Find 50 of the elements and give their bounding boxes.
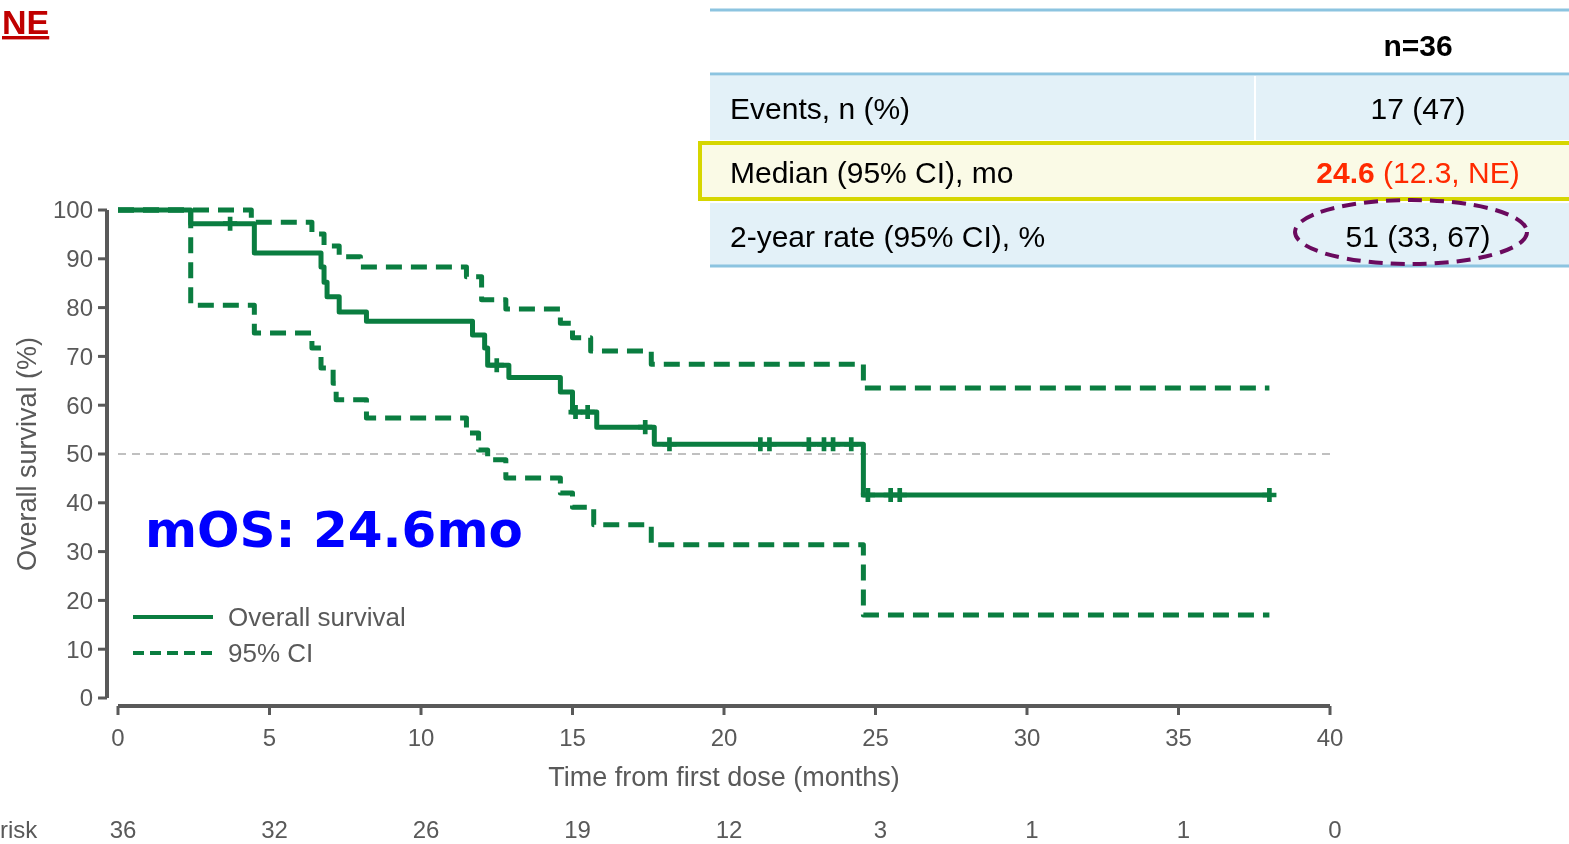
x-tick-label: 5 xyxy=(262,724,277,751)
text: 36 xyxy=(109,816,137,843)
x-tick-label: 0 xyxy=(111,724,125,751)
annotation: 2-year rate (95% CI), % xyxy=(730,220,1046,253)
y-tick-label: 40 xyxy=(66,489,93,517)
y-tick-label: 10 xyxy=(66,635,93,663)
annotation: mOS: 24.6mo xyxy=(145,501,523,559)
point xyxy=(1262,487,1277,503)
point xyxy=(762,437,777,452)
text: 19 xyxy=(564,816,591,843)
point xyxy=(580,405,595,420)
y-tick-label: 20 xyxy=(66,586,93,614)
summary-table: n=36 Events, n (%) 17 (47) Median (95% CI), mo 24.6 (12.3, NE) 2-year rate (95% CI), % 51 (33, 67) xyxy=(698,8,1569,268)
y-tick-label: 30 xyxy=(66,538,93,565)
x-tick-label: 20 xyxy=(710,724,738,751)
text: NE xyxy=(2,3,50,41)
point xyxy=(568,405,583,420)
text: 3 xyxy=(873,816,888,843)
text: 1 xyxy=(1025,816,1039,843)
text: 32 xyxy=(261,816,288,843)
x-axis-title: Time from first dose (months) xyxy=(548,762,900,792)
x-tick-label: 30 xyxy=(1013,724,1041,751)
text: 1 xyxy=(1176,816,1191,843)
y-tick-label: 50 xyxy=(66,440,93,468)
point xyxy=(826,437,841,452)
point xyxy=(489,358,504,373)
legend-label: Overall survival xyxy=(228,602,406,633)
y-axis-title: Overall survival (%) xyxy=(12,336,42,572)
y-tick-label: 90 xyxy=(66,245,93,273)
point xyxy=(223,216,238,231)
y-tick-label: 80 xyxy=(66,294,93,321)
point xyxy=(662,437,677,452)
x-tick-label: 15 xyxy=(559,724,586,751)
y-tick-label: 70 xyxy=(66,342,93,370)
text: 26 xyxy=(412,816,440,843)
legend-label: 95% CI xyxy=(228,638,314,669)
y-tick-label: 0 xyxy=(79,684,93,712)
x-tick-label: 35 xyxy=(1165,724,1192,751)
point xyxy=(844,437,859,452)
text: risk xyxy=(0,816,39,843)
y-tick-label: 60 xyxy=(66,391,93,419)
point xyxy=(638,420,653,435)
x-tick-label: 40 xyxy=(1316,724,1344,751)
text: 12 xyxy=(715,816,743,843)
y-tick-label: 100 xyxy=(52,196,93,224)
text: 0 xyxy=(1328,816,1342,843)
x-tick-label: 10 xyxy=(407,724,435,751)
point xyxy=(801,437,816,452)
x-tick-label: 25 xyxy=(862,724,889,751)
point xyxy=(892,487,907,503)
